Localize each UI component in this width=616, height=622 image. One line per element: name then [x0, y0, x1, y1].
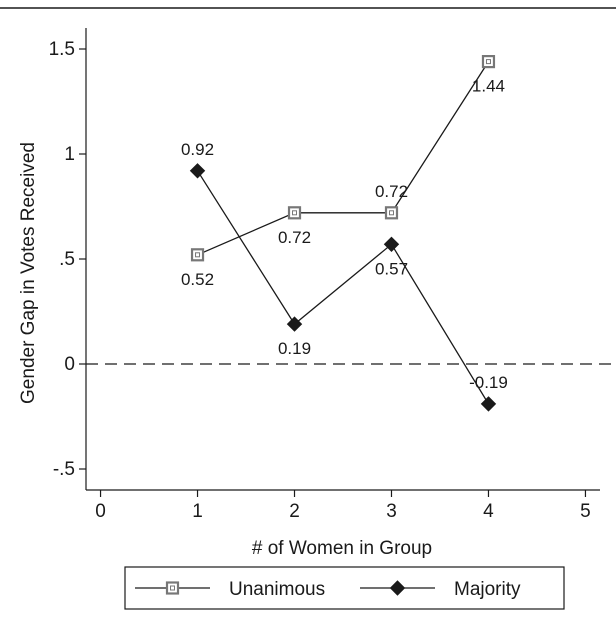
y-tick-label: 1.5 [49, 39, 75, 60]
x-tick-label: 3 [386, 501, 397, 522]
y-tick-label: -.5 [53, 459, 75, 480]
data-markers [189, 54, 497, 412]
legend: Unanimous Majority [124, 566, 565, 610]
data-label-majority: -0.19 [469, 373, 508, 392]
x-tick-label: 2 [289, 501, 300, 522]
x-tick-label: 0 [95, 501, 106, 522]
x-tick-label: 5 [580, 501, 591, 522]
data-label-unanimous: 0.52 [181, 270, 214, 289]
legend-marker-unanimous [165, 581, 180, 595]
data-point-majority [189, 163, 206, 179]
data-label-majority: 0.57 [375, 259, 408, 278]
data-label-unanimous: 1.44 [472, 77, 505, 96]
data-point-unanimous-inner [195, 252, 201, 258]
axis-ticks: -.5 0 .5 1 1.5 0 1 2 3 4 5 [49, 39, 591, 522]
data-point-majority [286, 316, 303, 332]
y-tick-label: 0 [64, 354, 75, 375]
series-lines [196, 61, 490, 405]
data-point-majority [480, 396, 497, 412]
legend-marker-unanimous-inner [170, 585, 175, 591]
data-label-majority: 0.19 [278, 339, 311, 358]
data-point-unanimous-inner [292, 210, 298, 216]
data-point-majority [383, 236, 400, 253]
data-point-unanimous [287, 206, 302, 220]
series-line-unanimous [197, 61, 490, 256]
y-tick-label: .5 [59, 249, 75, 270]
x-tick-label: 4 [483, 501, 494, 522]
x-axis-label: # of Women in Group [252, 538, 432, 559]
data-point-unanimous-inner [485, 59, 491, 65]
data-label-majority: 0.92 [181, 140, 214, 159]
x-tick-label: 1 [192, 501, 203, 522]
y-tick-label: 1 [64, 144, 75, 165]
data-point-unanimous [384, 206, 399, 220]
data-point-unanimous [481, 54, 496, 69]
data-labels: 0.52 0.72 0.72 1.44 0.92 0.19 0.57 -0.19 [181, 77, 508, 392]
data-point-unanimous-inner [388, 210, 394, 216]
series-line-majority [196, 170, 490, 405]
legend-marker-majority [389, 580, 406, 596]
legend-label-majority: Majority [454, 579, 521, 600]
data-label-unanimous: 0.72 [375, 182, 408, 201]
y-axis-label: Gender Gap in Votes Received [18, 142, 39, 404]
data-point-unanimous [190, 248, 205, 262]
axes [85, 28, 600, 491]
legend-label-unanimous: Unanimous [229, 579, 325, 600]
data-label-unanimous: 0.72 [278, 228, 311, 247]
